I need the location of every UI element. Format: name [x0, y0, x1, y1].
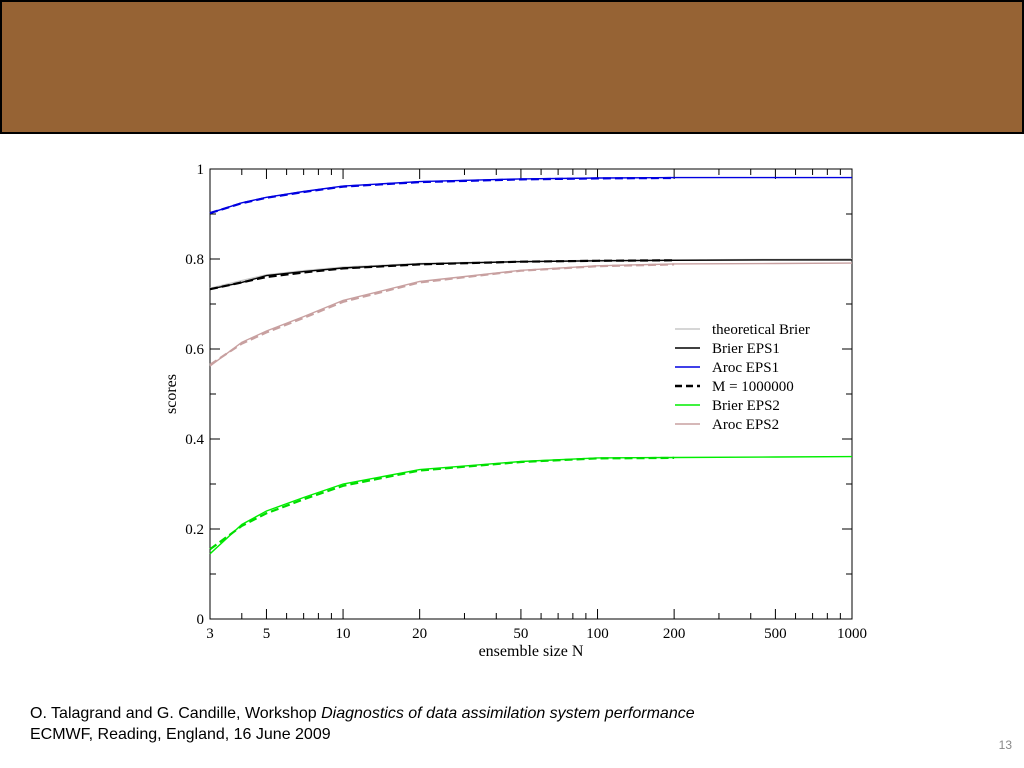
y-axis-label: scores — [163, 374, 180, 414]
title-banner — [0, 0, 1024, 134]
x-tick-label: 3 — [206, 626, 214, 642]
chart-svg: 3 5 10 20 50 100 200 500 1000 0 0.2 0.4 0.6 0.8 1 theo… — [163, 162, 867, 660]
caption-line-1: O. Talagrand and G. Candille, Workshop D… — [30, 703, 695, 724]
caption-line-2: ECMWF, Reading, England, 16 June 2009 — [30, 726, 331, 743]
y-tick-label: 0.8 — [185, 252, 204, 268]
y-tick-label: 0.4 — [185, 432, 204, 448]
dashed-overlay-line-2 — [209, 456, 675, 551]
x-tick-label: 10 — [336, 626, 351, 642]
y-tick-label: 1 — [197, 162, 205, 178]
legend-label-m-1000000: M = 1000000 — [712, 379, 794, 395]
x-axis-label: ensemble size N — [479, 643, 584, 660]
legend-label-brier-eps1: Brier EPS1 — [712, 341, 780, 357]
y-tick-label: 0.2 — [185, 522, 204, 538]
series-lines — [209, 176, 853, 555]
x-tick-label: 5 — [263, 626, 271, 642]
series-line-brier-eps2 — [209, 455, 853, 555]
y-tick-label: 0 — [197, 612, 205, 628]
legend-label-brier-eps2: Brier EPS2 — [712, 398, 780, 414]
x-tick-label: 500 — [764, 626, 787, 642]
series-line-m-1000000 — [209, 259, 675, 291]
legend-label-aroc-eps1: Aroc EPS1 — [712, 360, 779, 376]
legend-label-aroc-eps2: Aroc EPS2 — [712, 417, 779, 433]
x-tick-label: 200 — [663, 626, 686, 642]
legend: theoretical Brier Brier EPS1 Aroc EPS1 M = … — [675, 322, 810, 433]
x-tick-label: 100 — [586, 626, 609, 642]
dashed-overlay-line-1 — [209, 176, 675, 215]
axis-ticks: 3 5 10 20 50 100 200 500 1000 0 0.2 0.4 0.6 0.8 1 — [185, 162, 867, 642]
caption-workshop-title: Diagnostics of data assimilation system … — [321, 705, 695, 722]
x-tick-label: 50 — [513, 626, 528, 642]
series-line-aroc-eps2 — [209, 262, 853, 367]
chart: 3 5 10 20 50 100 200 500 1000 0 0.2 0.4 0.6 0.8 1 theo… — [150, 155, 880, 665]
series-line-brier-eps1 — [209, 259, 852, 290]
series-line-aroc-eps1 — [209, 176, 852, 214]
caption-authors: O. Talagrand and G. Candille, Workshop — [30, 705, 322, 722]
dashed-overlay-line-3 — [209, 263, 675, 366]
x-tick-label: 1000 — [837, 626, 867, 642]
legend-label-theoretical-brier: theoretical Brier — [712, 322, 810, 338]
citation-caption: O. Talagrand and G. Candille, Workshop D… — [30, 703, 695, 745]
x-tick-label: 20 — [412, 626, 427, 642]
y-tick-label: 0.6 — [185, 342, 204, 358]
page-number: 13 — [998, 738, 1012, 752]
